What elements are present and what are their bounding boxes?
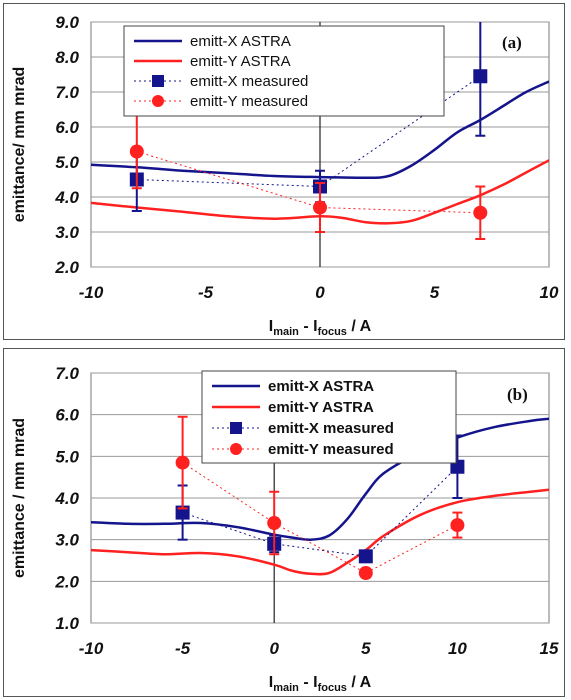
chart-b-svg: 1.0 2.0 3.0 4.0 5.0 6.0 7.0 -10 -5 0 5 10 15 Imain - … — [11, 364, 559, 694]
chart-b-legend-label: emitt-X measured — [268, 420, 394, 437]
chart-b-series-emitt-y-astra — [91, 488, 549, 576]
chart-a-emitt-y-measured-point — [313, 200, 327, 215]
chart-b-ytick-label: 1.0 — [55, 614, 79, 633]
chart-a-series-emitt-x-astra — [91, 80, 549, 180]
chart-a-series-emitt-y-astra — [91, 159, 549, 225]
chart-a-xtick-label: -10 — [79, 283, 104, 302]
chart-a-legend-label: emitt-X ASTRA — [190, 33, 291, 50]
chart-b-legend-label: emitt-Y ASTRA — [268, 399, 374, 416]
chart-b-emitt-y-measured-point — [175, 455, 190, 470]
chart-b-xtick-label: 0 — [269, 639, 279, 658]
chart-a-x-axis-title: Imain - Ifocus / A — [269, 318, 372, 338]
chart-a-legend-swatch-emitt-x-measured — [152, 75, 164, 87]
chart-b-xtick-label: -5 — [175, 639, 191, 658]
chart-b-panel-label: (b) — [507, 385, 528, 404]
chart-panel-b: 1.0 2.0 3.0 4.0 5.0 6.0 7.0 -10 -5 0 5 10 15 Imain - … — [3, 348, 565, 697]
chart-b-y-axis-title: emittance / mm mrad — [11, 418, 28, 578]
chart-b-legend-label: emitt-Y measured — [268, 441, 394, 458]
chart-b-xtick-label: 15 — [540, 639, 559, 658]
chart-b-ytick-label: 5.0 — [55, 447, 79, 466]
chart-b-emitt-y-measured-point — [450, 518, 465, 533]
chart-a-emitt-y-measured-point — [129, 144, 144, 159]
chart-a-xtick-label: -5 — [198, 283, 214, 302]
chart-b-legend-label: emitt-X ASTRA — [268, 378, 374, 395]
chart-a-emitt-x-measured-point — [473, 69, 488, 84]
chart-a-ytick-label: 3.0 — [55, 223, 79, 242]
chart-a-emitt-x-measured-connector — [136, 75, 481, 188]
chart-b-x-axis-title: Imain - Ifocus / A — [269, 674, 372, 694]
chart-a-y-axis-title: emittance/ mm mrad — [11, 67, 28, 223]
chart-a-emitt-y-measured-point — [473, 205, 488, 220]
chart-b-xtick-label: 10 — [448, 639, 467, 658]
chart-b-xtick-label: -10 — [79, 639, 104, 658]
chart-b-ytick-label: 2.0 — [54, 572, 79, 591]
chart-a-ytick-label: 8.0 — [55, 48, 79, 67]
chart-a-legend-swatch-emitt-y-measured — [152, 95, 164, 107]
chart-a-panel-label: (a) — [502, 33, 522, 52]
chart-b-legend-swatch-emitt-y-measured — [230, 443, 242, 455]
chart-b-ytick-label: 4.0 — [54, 489, 79, 508]
chart-b-emitt-x-measured-point — [358, 549, 373, 564]
chart-a-series-group — [91, 22, 549, 240]
chart-b-emitt-y-measured-point — [267, 516, 282, 530]
chart-b-ytick-label: 7.0 — [55, 364, 79, 383]
chart-b-emitt-y-measured-connector — [182, 462, 458, 574]
chart-panel-a: 2.0 3.0 4.0 5.0 6.0 7.0 8.0 9.0 -10 -5 0 5 10 Imain -… — [3, 3, 565, 340]
chart-a-xtick-label: 10 — [540, 283, 559, 302]
chart-a-ytick-label: 5.0 — [55, 153, 79, 172]
chart-a-xtick-label: 0 — [315, 283, 325, 302]
chart-a-legend-label: emitt-Y measured — [190, 93, 308, 110]
chart-b-ytick-label: 3.0 — [55, 531, 79, 550]
chart-b-series-group — [91, 415, 549, 580]
chart-a-legend-label: emitt-Y ASTRA — [190, 53, 291, 70]
chart-a-ytick-label: 7.0 — [55, 83, 79, 102]
chart-b-series-emitt-x-astra — [91, 417, 549, 541]
chart-a-xtick-label: 5 — [430, 283, 440, 302]
chart-b-xtick-label: 5 — [361, 639, 371, 658]
chart-a-ytick-label: 2.0 — [54, 258, 79, 277]
chart-a-ytick-label: 9.0 — [55, 13, 79, 32]
chart-a-ytick-label: 4.0 — [54, 188, 79, 207]
chart-a-svg: 2.0 3.0 4.0 5.0 6.0 7.0 8.0 9.0 -10 -5 0 5 10 Imain -… — [11, 13, 559, 338]
chart-b-legend-swatch-emitt-x-measured — [230, 422, 242, 434]
chart-b-emitt-y-measured-point — [358, 566, 373, 580]
chart-b-ytick-label: 6.0 — [55, 406, 79, 425]
chart-a-ytick-label: 6.0 — [55, 118, 79, 137]
chart-a-legend-label: emitt-X measured — [190, 73, 308, 90]
